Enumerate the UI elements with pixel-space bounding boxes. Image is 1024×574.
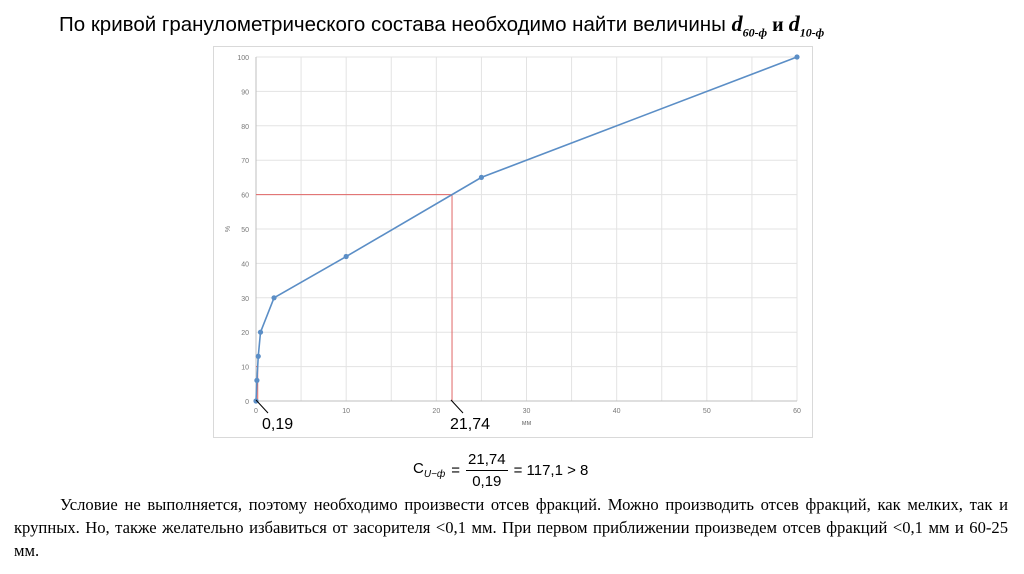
y-tick-label: 20: [241, 330, 249, 337]
x-tick-label: 20: [432, 408, 440, 415]
y-axis-label: %: [225, 226, 232, 232]
callout-d10-value: 0,19: [262, 416, 294, 433]
y-tick-label: 100: [237, 55, 249, 62]
x-axis-label: мм: [522, 420, 532, 427]
formula-lhs: CU−ф: [413, 460, 446, 480]
title-conjunction: и: [767, 14, 789, 36]
x-tick-label: 30: [523, 408, 531, 415]
formula-denominator: 0,19: [472, 472, 502, 490]
data-point: [254, 377, 260, 383]
y-tick-label: 60: [241, 193, 249, 200]
data-point: [794, 54, 800, 60]
x-tick-label: 10: [342, 408, 350, 415]
data-point: [271, 295, 277, 301]
d10-symbol: d10-ф: [788, 11, 825, 40]
x-tick-label: 50: [703, 408, 711, 415]
y-tick-label: 0: [245, 399, 249, 406]
data-point: [253, 398, 259, 404]
data-point: [478, 174, 485, 180]
y-tick-label: 80: [241, 124, 249, 131]
y-tick-label: 10: [241, 365, 249, 372]
formula-result: = 117,1 > 8: [513, 461, 589, 479]
data-point: [255, 353, 261, 359]
y-tick-label: 90: [241, 89, 249, 96]
y-tick-label: 50: [241, 227, 249, 234]
series-line-0: [255, 56, 798, 402]
data-point: [343, 253, 349, 260]
formula-numerator: 21,74: [466, 451, 508, 471]
y-tick-label: 70: [241, 158, 249, 165]
d60-symbol: d60-ф: [731, 11, 768, 40]
callout-d60-value: 21,74: [450, 416, 491, 433]
x-tick-label: 40: [613, 408, 621, 415]
y-tick-label: 30: [241, 296, 249, 303]
x-tick-label: 0: [254, 408, 258, 415]
y-tick-label: 40: [241, 261, 249, 268]
uniformity-formula: CU−ф = 21,74 0,19 = 117,1 > 8: [413, 448, 588, 492]
granulometric-chart: 0 10 20 30 40 50 60 70 80 90 100 0 10 20 30 40 50 60 мм%: [225, 54, 801, 427]
x-tick-label: 60: [793, 408, 801, 415]
formula-equals: =: [451, 461, 461, 479]
title-text: По кривой гранулометрического состава не…: [59, 13, 732, 36]
callout-pointer-d10: [255, 399, 269, 414]
formula-fraction: 21,74 0,19: [466, 451, 508, 490]
data-point: [257, 329, 264, 335]
conclusion-paragraph: Условие не выполняется, поэтому необходи…: [14, 495, 1008, 560]
chart-container: 0 10 20 30 40 50 60 70 80 90 100 0 10 20 30 40 50 60 мм%: [213, 46, 813, 438]
callout-pointer-d60: [450, 399, 464, 414]
page-title: По кривой гранулометрического состава не…: [59, 11, 824, 40]
